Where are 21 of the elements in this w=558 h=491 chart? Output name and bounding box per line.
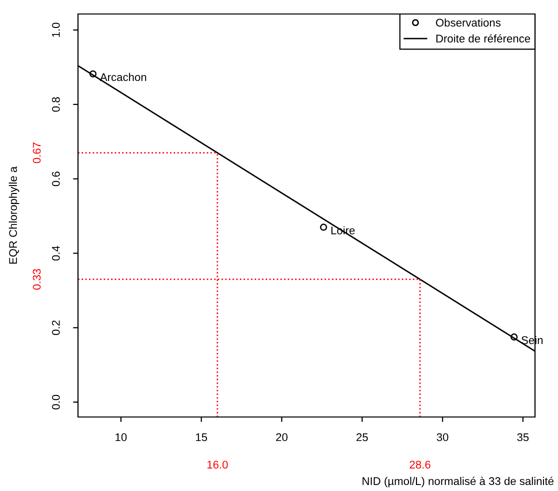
legend-label: Droite de référence xyxy=(436,34,530,43)
x-tick-label: 25 xyxy=(356,433,368,442)
annotation: Arcachon xyxy=(100,72,146,82)
y-tick-label: 0.8 xyxy=(52,97,60,112)
y-tick-label: 0.2 xyxy=(52,320,60,335)
y-tick-label: 0.4 xyxy=(52,246,60,261)
y-axis-title: EQR Chlorophylle a xyxy=(8,166,20,264)
ref-line-label: 28.6 xyxy=(410,460,430,469)
y-tick-label: 0.6 xyxy=(52,172,60,186)
x-tick-label: 20 xyxy=(276,433,288,442)
x-tick-label: 15 xyxy=(196,433,208,442)
x-tick-label: 35 xyxy=(517,433,529,442)
y-tick-label: 1.0 xyxy=(52,22,60,37)
x-axis-title: NID (µmol/L) normalisé à 33 de salinité xyxy=(362,476,554,488)
ref-line-label: 0.67 xyxy=(32,142,41,164)
y-tick-label: 0.0 xyxy=(52,394,60,410)
ref-line-label: 16.0 xyxy=(207,460,228,469)
x-tick-label: 10 xyxy=(116,433,127,442)
x-tick-label: 30 xyxy=(436,433,448,442)
ref-line-label: 0.33 xyxy=(32,268,41,290)
legend-label: Observations xyxy=(436,18,501,27)
